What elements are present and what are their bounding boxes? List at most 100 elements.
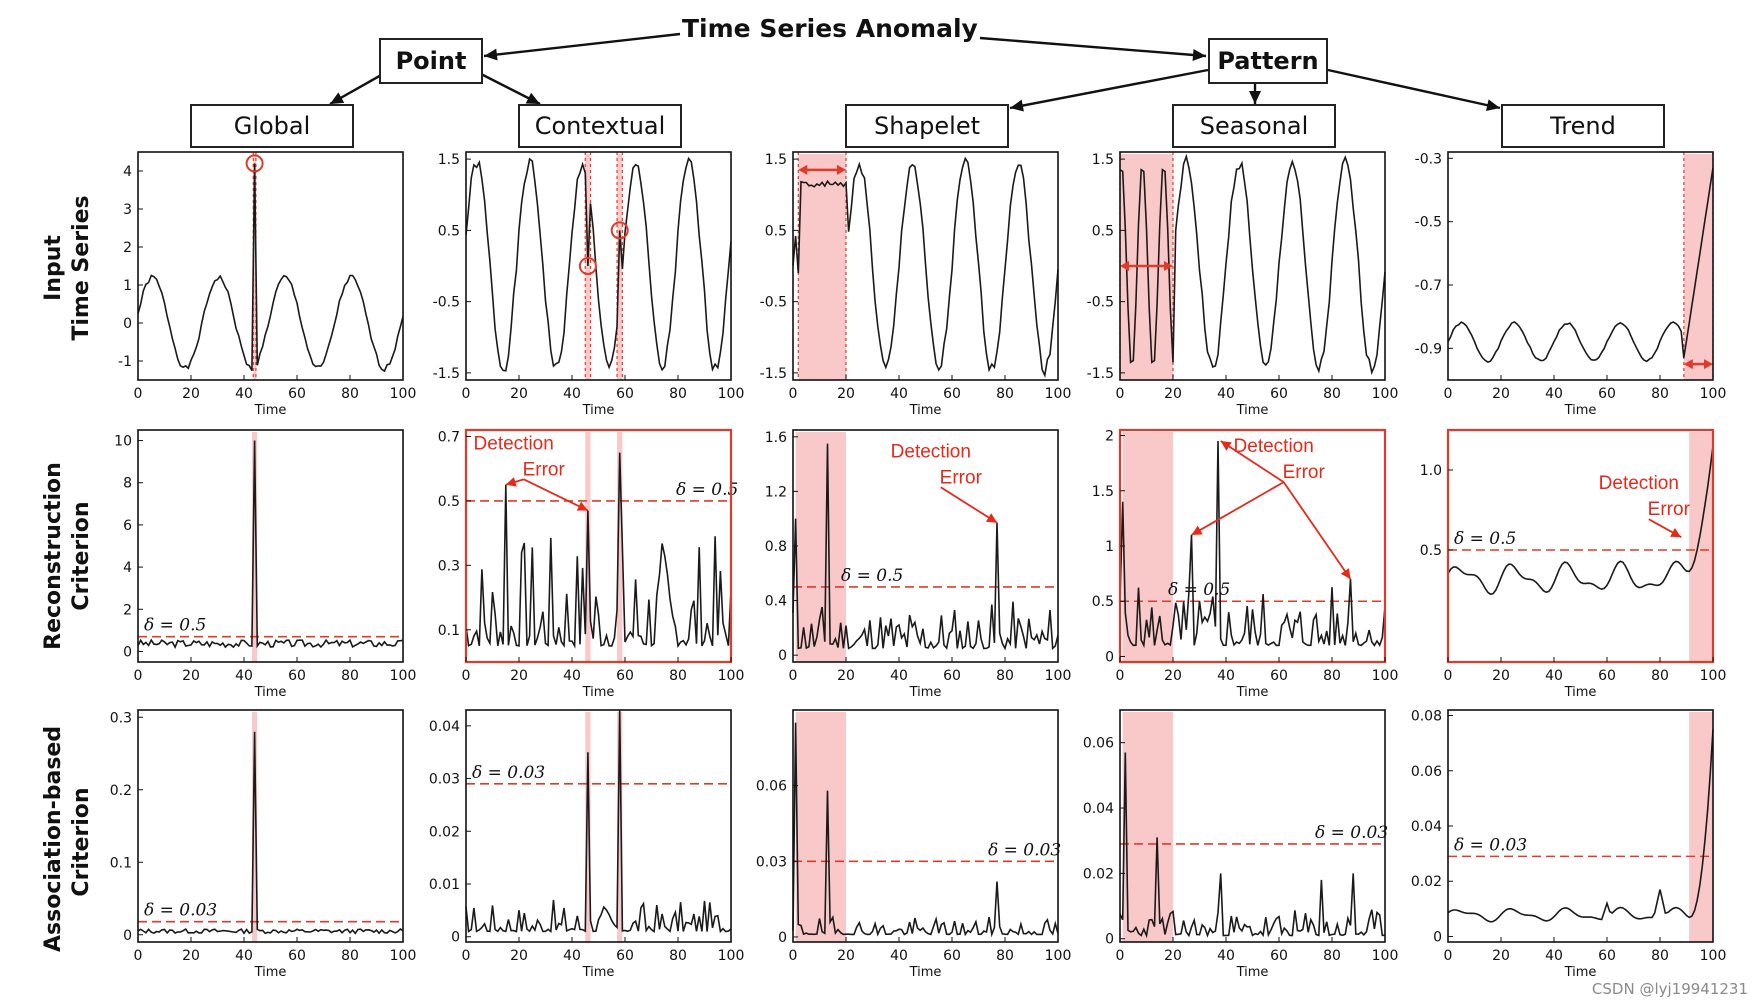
y-tick-label: 0.4 — [765, 594, 787, 610]
x-tick-label: 40 — [235, 668, 253, 684]
row-label-input-line2: Time Series — [69, 195, 94, 341]
range-arrow-head-right — [1704, 359, 1713, 370]
row-label-association-line2: Criterion — [69, 787, 94, 897]
y-tick-label: 4 — [123, 560, 132, 576]
annotation-text: Detection — [1234, 436, 1314, 457]
anomaly-band — [617, 432, 623, 662]
y-tick-label: 0.06 — [756, 779, 787, 795]
x-tick-label: 80 — [1651, 948, 1669, 964]
category-box-global: Global — [190, 104, 354, 148]
annotation-arrow-head — [1220, 441, 1232, 451]
y-tick-label: -1.5 — [760, 366, 787, 382]
plot-frame — [464, 428, 733, 664]
x-tick-label: 100 — [1372, 948, 1399, 964]
y-tick-label: -1 — [118, 354, 132, 370]
y-tick-label: 8 — [123, 476, 132, 492]
y-tick-label: 0.02 — [1411, 874, 1442, 890]
x-tick-label: 20 — [1164, 386, 1182, 402]
anomaly-marker — [578, 257, 597, 275]
y-tick-label: 0 — [1105, 649, 1114, 665]
x-axis-label: Time — [1564, 965, 1597, 980]
x-tick-label: 0 — [134, 386, 143, 402]
anomaly-band — [617, 712, 623, 942]
x-axis-label: Time — [909, 403, 942, 418]
x-tick-label: 0 — [134, 948, 143, 964]
y-tick-label: 0 — [123, 928, 132, 944]
x-tick-label: 60 — [1270, 668, 1288, 684]
y-tick-label: 0.06 — [1083, 736, 1114, 752]
annotation-arrow — [940, 486, 998, 524]
anomaly-band — [253, 154, 257, 380]
y-tick-label: -1.5 — [1087, 366, 1114, 382]
x-tick-label: 100 — [718, 386, 745, 402]
y-tick-label: 0 — [1433, 929, 1442, 945]
y-tick-label: -0.5 — [433, 295, 460, 311]
y-tick-label: 6 — [123, 518, 132, 534]
hierarchy-arrow-head — [484, 48, 498, 61]
x-tick-label: 80 — [341, 668, 359, 684]
x-tick-label: 0 — [1116, 386, 1125, 402]
chart-trend-r2: δ = 0.03 0 20 40 60 80 100 0 0.02 0.04 0.06 0.08 Tim… — [1411, 709, 1727, 980]
x-axis-label: Time — [582, 685, 615, 700]
chart-contextual-r0: 0 20 40 60 80 100 -1.5 -0.5 0.5 1.5 Time — [433, 151, 745, 418]
y-tick-label: 0.03 — [756, 854, 787, 870]
x-tick-label: 100 — [1700, 948, 1727, 964]
category-label-trend: Trend — [1550, 112, 1616, 140]
threshold-label: δ = 0.03 — [988, 840, 1061, 860]
series-line — [792, 443, 1059, 651]
x-tick-label: 0 — [1116, 668, 1125, 684]
y-tick-label: 2 — [1105, 429, 1114, 445]
hierarchy-arrow-head — [1486, 99, 1500, 112]
x-tick-label: 80 — [996, 386, 1014, 402]
x-axis-label: Time — [1236, 403, 1269, 418]
anomaly-band — [1689, 432, 1713, 662]
range-arrow-head-right — [837, 164, 846, 175]
range-arrow-head-right — [1164, 261, 1173, 271]
x-tick-label: 60 — [288, 948, 306, 964]
anomaly-band — [1122, 712, 1173, 942]
y-tick-label: 0.7 — [438, 429, 460, 445]
y-tick-label: 1.5 — [1092, 484, 1114, 500]
x-tick-label: 80 — [669, 668, 687, 684]
y-tick-label: 2 — [123, 240, 132, 256]
anomaly-marker — [245, 154, 264, 173]
plot-frame — [465, 151, 732, 381]
hierarchy-arrow-head — [330, 92, 345, 104]
x-tick-label: 0 — [1444, 668, 1453, 684]
x-tick-label: 0 — [462, 948, 471, 964]
category-label-shapelet: Shapelet — [874, 112, 980, 140]
y-tick-label: 0.06 — [1411, 764, 1442, 780]
plot-frame — [1119, 709, 1386, 943]
annotation-text: Error — [523, 459, 566, 480]
anomaly-band — [585, 712, 591, 942]
x-tick-label: 20 — [510, 386, 528, 402]
x-tick-label: 80 — [996, 668, 1014, 684]
x-tick-label: 20 — [1492, 948, 1510, 964]
threshold-label: δ = 0.5 — [1454, 529, 1516, 549]
category-label-global: Global — [233, 112, 311, 140]
anomaly-band — [1689, 712, 1713, 942]
x-axis-label: Time — [254, 965, 287, 980]
plot-frame — [1446, 428, 1715, 664]
anomaly-band — [798, 154, 846, 380]
y-tick-label: 1.6 — [765, 430, 787, 446]
y-tick-label: -1.5 — [433, 366, 460, 382]
y-tick-label: 0 — [778, 930, 787, 946]
series-line — [792, 156, 1059, 378]
hierarchy-arrow — [979, 36, 1207, 58]
chart-contextual-r1: δ = 0.5 Detection Error 0 20 40 60 80 100 0.1 0.3 0… — [438, 428, 744, 700]
x-tick-label: 80 — [1323, 386, 1341, 402]
annotation-arrow-head — [1191, 525, 1203, 535]
chart-shapelet-r1: δ = 0.5 Detection Error 0 20 40 60 80 100 0 0.4 0.8… — [765, 429, 1071, 700]
range-arrow-head-left — [1120, 261, 1129, 271]
anomaly-band — [251, 432, 258, 662]
x-axis-label: Time — [582, 965, 615, 980]
y-tick-label: 10 — [114, 434, 132, 450]
hierarchy-arrow — [1009, 68, 1209, 110]
x-tick-label: 40 — [1545, 948, 1563, 964]
x-tick-label: 40 — [1217, 948, 1235, 964]
y-tick-label: 0.03 — [429, 772, 460, 788]
plot-frame — [1447, 709, 1714, 943]
range-arrow-head-left — [798, 164, 808, 175]
y-tick-label: -0.5 — [1087, 295, 1114, 311]
